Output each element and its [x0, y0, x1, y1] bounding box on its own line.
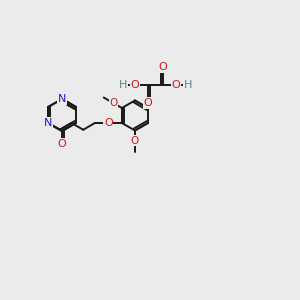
Text: O: O: [159, 62, 167, 72]
Text: N: N: [44, 118, 52, 128]
Text: O: O: [131, 136, 139, 146]
Text: O: O: [109, 98, 117, 108]
Text: O: O: [144, 98, 152, 108]
Text: H: H: [119, 80, 127, 90]
Text: O: O: [130, 80, 140, 90]
Text: O: O: [172, 80, 180, 90]
Text: H: H: [184, 80, 192, 90]
Text: O: O: [58, 139, 66, 149]
Text: N: N: [58, 94, 66, 104]
Text: O: O: [104, 118, 113, 128]
